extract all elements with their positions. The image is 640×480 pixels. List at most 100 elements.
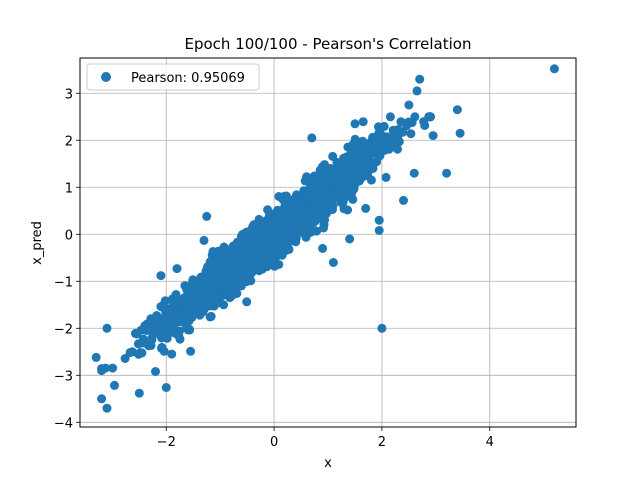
x-axis-ticks: −2 0 2 4 [157, 427, 494, 450]
data-point [350, 119, 360, 129]
data-point [372, 157, 382, 167]
data-point [236, 267, 246, 277]
data-point [280, 217, 290, 227]
data-point [144, 341, 154, 351]
data-point [102, 403, 112, 413]
data-point [203, 266, 213, 276]
data-point [277, 250, 287, 260]
data-point [360, 159, 370, 169]
data-point [187, 295, 197, 304]
data-point [255, 220, 265, 230]
data-point [368, 132, 378, 142]
data-point [235, 237, 245, 246]
axes-frame [79, 57, 577, 428]
data-point [286, 215, 296, 225]
data-point [166, 325, 176, 335]
data-point [137, 348, 147, 358]
data-point [290, 226, 300, 236]
data-point [226, 258, 235, 268]
data-point [196, 279, 206, 289]
data-point [420, 121, 430, 130]
data-point [253, 254, 263, 264]
data-point [219, 260, 229, 270]
data-point [226, 279, 236, 289]
data-point [335, 182, 345, 191]
data-point [307, 133, 317, 143]
data-point [358, 172, 367, 182]
x-axis-label: x [324, 456, 332, 471]
data-point [134, 388, 144, 398]
data-point [549, 64, 559, 74]
data-point [167, 305, 177, 315]
data-point [205, 312, 215, 322]
data-point [97, 366, 107, 376]
y-tick-label: −4 [54, 416, 73, 431]
data-point [161, 383, 171, 392]
data-point [412, 86, 422, 96]
data-point [361, 203, 371, 213]
data-point [442, 168, 452, 178]
data-point [182, 284, 192, 294]
axes-background [80, 58, 576, 427]
data-point [186, 346, 196, 356]
data-point [125, 348, 135, 358]
data-point [286, 206, 296, 216]
data-point [374, 215, 384, 225]
data-point [249, 220, 259, 230]
data-point [332, 191, 342, 201]
data-point [296, 206, 306, 216]
data-point [358, 117, 368, 127]
data-point [273, 205, 283, 215]
data-point [284, 244, 294, 254]
data-point [204, 274, 214, 284]
data-point [297, 199, 307, 208]
y-tick-label: 0 [65, 228, 73, 243]
x-tick-label: 0 [270, 435, 278, 450]
data-point [245, 237, 255, 247]
data-point [225, 286, 235, 296]
data-point [424, 112, 434, 122]
data-point [346, 187, 356, 197]
data-point [415, 74, 425, 84]
data-point [353, 139, 363, 149]
y-tick-label: −3 [54, 369, 73, 384]
legend: Pearson: 0.95069 [86, 63, 260, 91]
y-tick-label: 3 [65, 87, 73, 102]
y-tick-label: 1 [65, 181, 73, 196]
data-point [376, 139, 386, 149]
data-point [410, 112, 420, 122]
data-point [242, 297, 252, 307]
data-point [394, 137, 404, 147]
grid-lines [80, 58, 576, 427]
y-tick-label: −2 [54, 322, 73, 337]
data-point [245, 244, 255, 254]
data-point [339, 172, 349, 182]
data-point [328, 151, 338, 161]
data-point [303, 174, 313, 184]
data-point [254, 240, 264, 250]
data-point [183, 325, 193, 335]
data-point [108, 363, 118, 373]
data-point [346, 160, 356, 170]
y-axis-ticks: −4 −3 −2 −1 0 1 2 3 [54, 87, 80, 431]
data-point [202, 211, 212, 221]
data-point [232, 246, 242, 256]
data-point [347, 180, 356, 190]
data-point [243, 261, 253, 271]
x-tick-label: 2 [378, 435, 386, 450]
data-point [294, 214, 304, 223]
data-point [218, 281, 228, 291]
data-point [160, 296, 170, 306]
data-point [263, 223, 272, 233]
data-point [199, 235, 209, 245]
data-point [300, 219, 310, 229]
y-axis-label: x_pred [30, 221, 45, 265]
data-point [306, 227, 316, 237]
data-point [318, 186, 328, 196]
data-point [381, 172, 391, 182]
data-point [218, 251, 227, 261]
legend-marker [101, 72, 111, 82]
data-point [213, 272, 223, 281]
data-point [329, 176, 339, 185]
